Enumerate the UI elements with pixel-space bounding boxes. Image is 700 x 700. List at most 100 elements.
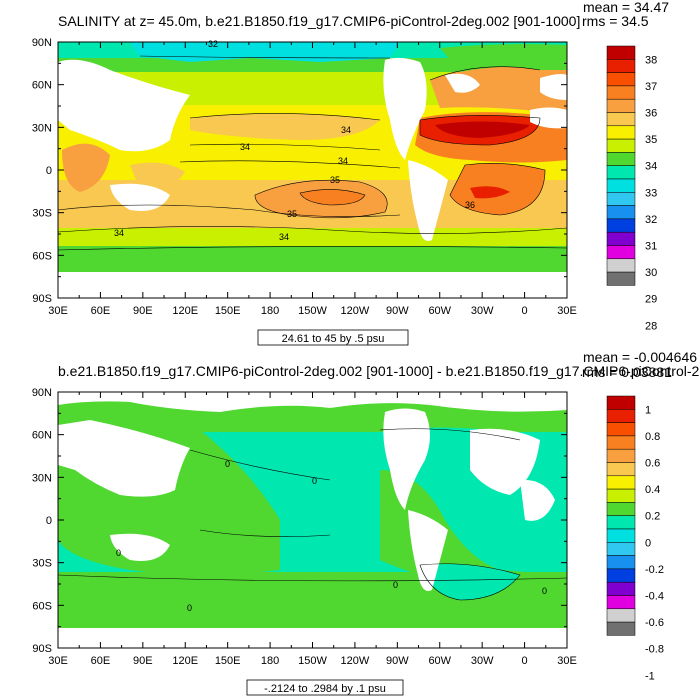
y-tick-label: 60S (32, 250, 52, 262)
bottom-contour-label: 0 (225, 459, 230, 469)
x-tick-label: 30E (48, 305, 68, 317)
top-contour-note-box (257, 329, 409, 346)
x-tick-label: 180 (261, 305, 279, 317)
x-tick-label: 120W (341, 655, 370, 667)
colorbar-swatch (606, 395, 636, 410)
colorbar-swatch (606, 448, 636, 463)
colorbar-swatch (606, 568, 636, 583)
colorbar-label: 33 (645, 187, 657, 199)
colorbar-label: -1 (645, 670, 655, 682)
x-tick-label: 30W (471, 305, 494, 317)
colorbar-swatch (606, 138, 636, 153)
y-tick-label: 60N (32, 430, 52, 442)
colorbar-label: -0.6 (645, 617, 664, 629)
x-tick-label: 90W (386, 305, 409, 317)
colorbar-label: 28 (645, 320, 657, 332)
bottom-contour-label: 0 (393, 580, 398, 590)
colorbar-swatch (606, 45, 636, 60)
colorbar-swatch (606, 178, 636, 193)
bottom-contour-note-box (246, 679, 404, 696)
colorbar-label: 1 (645, 404, 651, 416)
colorbar-label: 31 (645, 241, 657, 253)
top-x-axis: 30E 60E 90E 120E 150E 180 150W 120W 90W 60W 30W 0 30… (48, 42, 577, 317)
colorbar-label: 36 (645, 108, 657, 120)
colorbar-swatch (606, 422, 636, 437)
colorbar-label: 34 (645, 161, 657, 173)
x-tick-label: 120E (172, 305, 198, 317)
colorbar-label: 0.8 (645, 431, 660, 443)
x-tick-label: 150E (215, 655, 241, 667)
colorbar-swatch (606, 85, 636, 100)
colorbar-swatch (606, 192, 636, 206)
top-title: SALINITY at z= 45.0m, b.e21.B1850.f19_g1… (58, 13, 580, 29)
x-tick-label: 0 (522, 655, 528, 667)
top-contour-label: 36 (465, 200, 475, 210)
bottom-contour-label: 0 (542, 586, 547, 596)
bottom-y-axis: 90N 60N 30N 0 30S 60S 90S (32, 387, 567, 655)
colorbar-swatch (606, 462, 636, 477)
colorbar-swatch (606, 152, 636, 166)
colorbar-swatch (606, 59, 636, 73)
colorbar-swatch (606, 98, 636, 113)
top-map-field (58, 42, 567, 298)
colorbar-swatch (606, 72, 636, 87)
bottom-contour-label: 0 (187, 603, 192, 613)
y-tick-label: 30S (32, 208, 52, 220)
colorbar-label: 37 (645, 81, 657, 93)
x-tick-label: 60E (91, 305, 111, 317)
colorbar-swatch (606, 502, 636, 516)
x-tick-label: 90W (386, 655, 409, 667)
top-contour-labels: 32 34 34 34 35 35 36 34 34 (114, 39, 475, 242)
colorbar-swatch (606, 165, 636, 180)
top-contour-label: 34 (240, 142, 250, 152)
y-tick-label: 30N (32, 472, 52, 484)
y-tick-label: 60N (32, 80, 52, 92)
x-tick-label: 150W (298, 305, 327, 317)
x-tick-label: 0 (522, 305, 528, 317)
x-tick-label: 90E (133, 305, 153, 317)
colorbar-label: -0.2 (645, 564, 664, 576)
top-mean-label: mean = 34.47 (583, 0, 669, 15)
y-tick-label: 90N (32, 37, 52, 49)
bottom-x-axis: 30E 60E 90E 120E 150E 180 150W 120W 90W 60W 30W 0 30… (48, 392, 577, 667)
top-contour-label: 34 (279, 232, 289, 242)
colorbar-label: 0.6 (645, 458, 660, 470)
y-tick-label: 60S (32, 600, 52, 612)
colorbar-label: 32 (645, 214, 657, 226)
bottom-title: b.e21.B1850.f19_g17.CMIP6-piControl-2deg… (58, 363, 700, 379)
x-tick-label: 30W (471, 655, 494, 667)
bottom-contour-label: 0 (116, 548, 121, 558)
x-tick-label: 60W (428, 655, 451, 667)
colorbar-swatch (606, 112, 636, 127)
x-tick-label: 180 (261, 655, 279, 667)
x-tick-label: 120W (341, 305, 370, 317)
colorbar-swatch (606, 271, 636, 286)
top-contour-label: 34 (114, 228, 124, 238)
bottom-contour-note: -.2124 to .2984 by .1 psu (264, 683, 386, 695)
top-contour-label: 34 (338, 156, 348, 166)
top-contour-label: 35 (287, 209, 297, 219)
colorbar-swatch (606, 409, 636, 423)
y-tick-label: 0 (46, 515, 52, 527)
bottom-mean-label: mean = -0.004646 (583, 349, 697, 365)
y-tick-label: 90S (32, 643, 52, 655)
x-tick-label: 90E (133, 655, 153, 667)
y-tick-label: 90N (32, 387, 52, 399)
x-tick-label: 60E (91, 655, 111, 667)
colorbar-label: 0.2 (645, 511, 660, 523)
colorbar-swatch (606, 542, 636, 556)
y-tick-label: 30N (32, 122, 52, 134)
colorbar-swatch (606, 528, 636, 543)
colorbar-swatch (606, 608, 636, 623)
colorbar-label: 29 (645, 294, 657, 306)
colorbar-swatch (606, 515, 636, 530)
y-tick-label: 90S (32, 293, 52, 305)
x-tick-label: 150W (298, 655, 327, 667)
bottom-colorbar: 1 0.8 0.6 0.4 0.2 0 -0.2 -0.4 -0.6 -0.8 -1 (606, 395, 664, 682)
colorbar-label: 0.4 (645, 484, 660, 496)
colorbar-swatch (606, 581, 636, 596)
colorbar-swatch (606, 595, 636, 610)
bottom-contour-label: 0 (312, 476, 317, 486)
colorbar-swatch (606, 231, 636, 246)
